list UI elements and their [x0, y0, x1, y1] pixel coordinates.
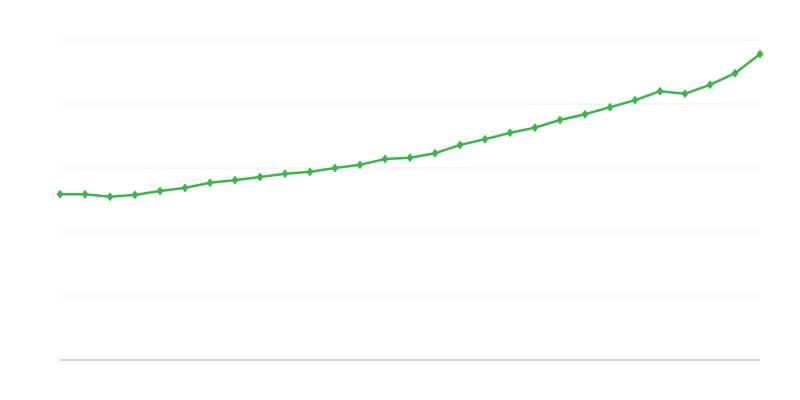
data-point	[406, 153, 414, 163]
data-point	[481, 134, 489, 144]
data-point	[256, 172, 264, 182]
data-point	[156, 186, 164, 196]
data-point	[556, 115, 564, 125]
data-point	[56, 189, 64, 199]
series-line	[60, 53, 761, 199]
data-point	[131, 190, 139, 200]
data-point	[206, 178, 214, 188]
data-point	[531, 123, 539, 133]
data-point	[606, 102, 614, 112]
data-point	[456, 140, 464, 150]
data-point	[181, 183, 189, 193]
data-point	[306, 167, 314, 177]
data-point	[281, 169, 289, 179]
data-point	[731, 68, 739, 78]
data-point	[106, 192, 114, 202]
data-point	[681, 89, 689, 99]
data-point	[381, 154, 389, 164]
data-point	[656, 86, 664, 96]
data-point	[431, 148, 439, 158]
data-point	[631, 95, 639, 105]
data-point	[581, 109, 589, 119]
data-point	[706, 80, 714, 90]
data-point	[231, 175, 239, 185]
data-point	[756, 49, 764, 59]
data-point	[506, 128, 514, 138]
data-point	[331, 163, 339, 173]
data-point	[81, 189, 89, 199]
gridlines	[60, 39, 760, 297]
data-point	[356, 160, 364, 170]
series-group	[56, 49, 764, 202]
